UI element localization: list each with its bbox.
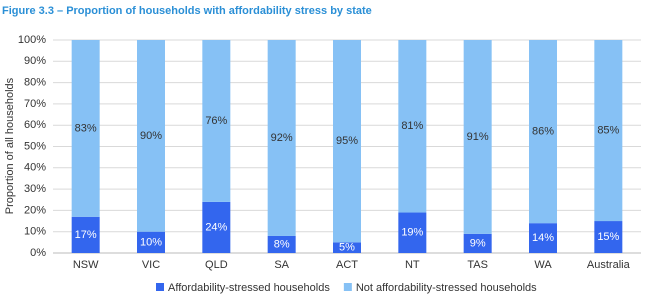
chart-title: Figure 3.3 – Proportion of households wi… [2, 5, 372, 17]
data-label: 90% [140, 130, 162, 142]
data-label: 92% [271, 132, 293, 144]
x-tick-label: SA [274, 259, 289, 271]
bar-segment [594, 221, 623, 253]
y-tick-label: 20% [24, 204, 46, 216]
data-label: 14% [532, 232, 554, 244]
data-label: 81% [401, 120, 423, 132]
bar-segment [202, 40, 231, 202]
y-tick-label: 80% [24, 77, 46, 89]
data-label: 95% [336, 135, 358, 147]
y-tick-label: 30% [24, 183, 46, 195]
data-label: 91% [467, 131, 489, 143]
legend-label: Not affordability-stressed households [356, 282, 537, 294]
data-label: 19% [401, 227, 423, 239]
y-tick-label: 10% [24, 226, 46, 238]
data-label: 76% [205, 115, 227, 127]
bar-segment [71, 216, 100, 253]
bar-segment [333, 40, 361, 243]
data-label: 9% [470, 237, 486, 249]
bar-segment [594, 40, 623, 222]
data-label: 10% [140, 236, 162, 248]
x-tick-label: Australia [587, 259, 631, 271]
bar-segment [71, 40, 100, 217]
bar-segment [463, 40, 492, 234]
bar-segment [267, 235, 296, 253]
y-tick-label: 60% [24, 119, 46, 131]
bar-segment [333, 242, 361, 253]
bar-segment [398, 212, 427, 253]
y-tick-label: 0% [30, 247, 46, 259]
y-tick-label: 70% [24, 98, 46, 110]
y-tick-label: 50% [24, 140, 46, 152]
x-tick-label: WA [534, 259, 552, 271]
data-label: 5% [339, 242, 355, 254]
bar-segment [137, 231, 165, 253]
data-label: 86% [532, 125, 554, 137]
x-tick-label: ACT [336, 259, 358, 271]
x-tick-label: NT [405, 259, 420, 271]
data-label: 85% [597, 124, 619, 136]
y-tick-label: 40% [24, 162, 46, 174]
bar-segment [398, 40, 427, 213]
bar-segment [137, 40, 165, 232]
data-label: 8% [274, 238, 290, 250]
x-tick-label: NSW [73, 259, 99, 271]
bar-segment [529, 223, 557, 253]
x-tick-label: QLD [205, 259, 228, 271]
bar-segment [529, 40, 557, 224]
legend-swatch [156, 283, 164, 291]
data-label: 83% [75, 122, 97, 134]
bar-segment [267, 40, 296, 236]
x-tick-label: TAS [467, 259, 488, 271]
data-label: 15% [597, 231, 619, 243]
legend-label: Affordability-stressed households [168, 282, 330, 294]
bar-segment [463, 233, 492, 253]
bar-segment [202, 201, 231, 253]
data-label: 24% [205, 221, 227, 233]
y-axis-title: Proportion of all households [4, 77, 16, 214]
x-tick-label: VIC [142, 259, 160, 271]
legend-swatch [343, 283, 352, 291]
y-tick-label: 90% [24, 55, 46, 67]
data-label: 17% [75, 229, 97, 241]
y-tick-label: 100% [18, 34, 46, 46]
